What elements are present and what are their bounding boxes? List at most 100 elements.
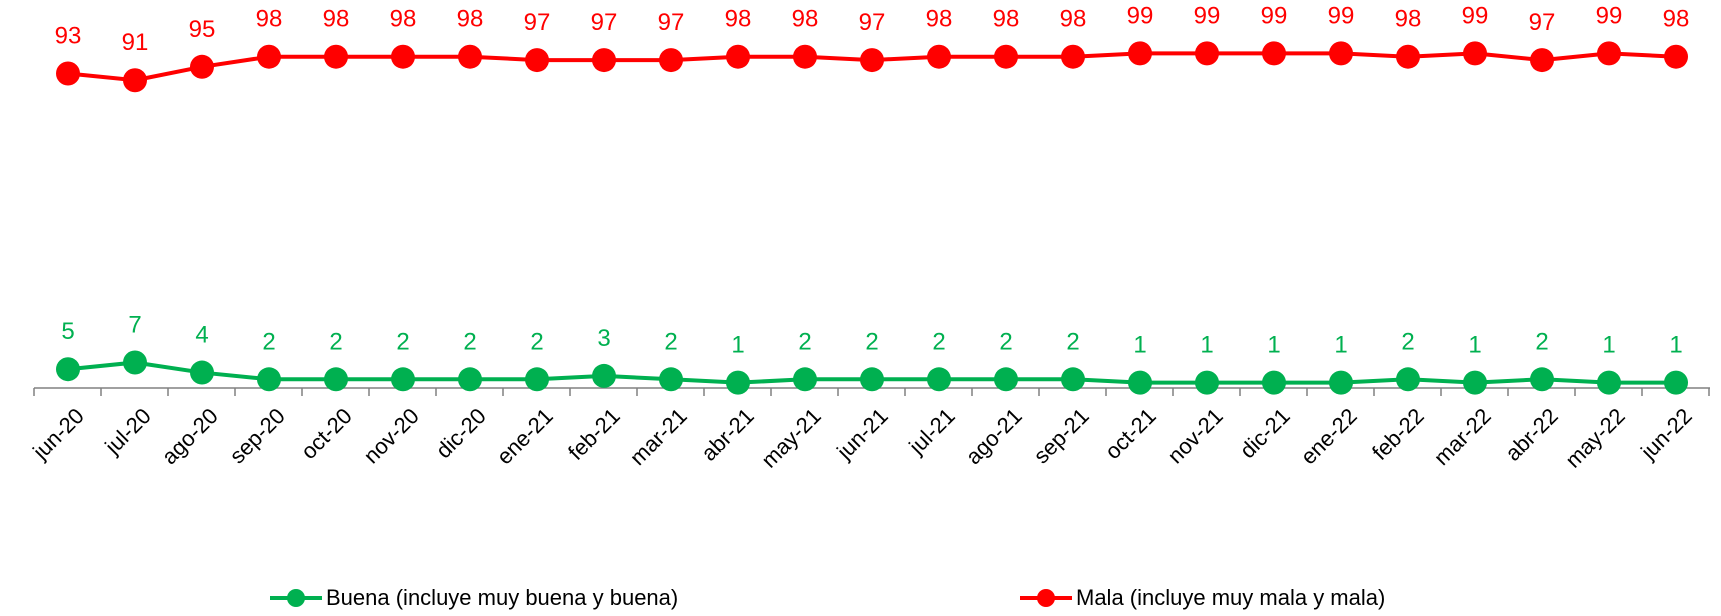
data-label: 2 — [262, 328, 275, 355]
data-label: 97 — [1529, 9, 1556, 36]
data-point — [123, 350, 147, 375]
data-label: 91 — [122, 29, 149, 56]
data-label: 98 — [792, 6, 819, 33]
data-point — [1664, 370, 1688, 395]
data-label: 99 — [1127, 2, 1154, 29]
data-point — [1463, 41, 1487, 66]
data-point — [1061, 44, 1085, 69]
x-tick-label: nov-21 — [1163, 403, 1228, 468]
data-label: 98 — [993, 6, 1020, 33]
data-label: 5 — [61, 318, 74, 345]
data-label: 99 — [1261, 2, 1288, 29]
data-point — [257, 44, 281, 69]
data-label: 1 — [1133, 332, 1146, 359]
data-label: 97 — [859, 9, 886, 36]
data-point — [1664, 44, 1688, 69]
data-point — [994, 44, 1018, 69]
x-tick-label: oct-20 — [296, 403, 357, 464]
data-label: 93 — [55, 23, 82, 50]
data-point — [860, 48, 884, 73]
x-tick-label: ene-22 — [1296, 403, 1362, 469]
data-label: 99 — [1462, 2, 1489, 29]
x-tick-label: jul-20 — [99, 403, 155, 459]
x-tick-label: may-22 — [1560, 403, 1630, 473]
x-tick-label: sep-20 — [225, 403, 290, 468]
legend-item-mala: Mala (incluye muy mala y mala) — [1020, 585, 1385, 611]
data-point — [1396, 367, 1420, 392]
data-label: 98 — [1395, 6, 1422, 33]
data-label: 98 — [1060, 6, 1087, 33]
x-tick-label: dic-20 — [431, 403, 491, 463]
legend-marker-buena — [270, 586, 322, 610]
x-axis-tick-labels: jun-20 jul-20 ago-20 sep-20 oct-20 nov-20 dic-… — [27, 403, 1697, 473]
data-point — [391, 367, 415, 392]
x-tick-label: ago-20 — [157, 403, 223, 469]
data-point — [190, 54, 214, 79]
data-point — [190, 360, 214, 385]
data-label: 2 — [530, 328, 543, 355]
data-point — [391, 44, 415, 69]
x-tick-label: nov-20 — [359, 403, 424, 468]
data-label: 95 — [189, 16, 216, 43]
data-point — [1597, 41, 1621, 66]
data-point — [525, 48, 549, 73]
data-point — [726, 370, 750, 395]
x-tick-label: feb-21 — [563, 403, 625, 465]
legend-marker-mala — [1020, 586, 1072, 610]
x-tick-label: may-21 — [756, 403, 826, 473]
data-label: 98 — [725, 6, 752, 33]
data-point — [1329, 41, 1353, 66]
data-label: 2 — [999, 328, 1012, 355]
x-tick-label: sep-21 — [1029, 403, 1094, 468]
data-point — [1530, 48, 1554, 73]
data-label: 2 — [396, 328, 409, 355]
data-point — [1396, 44, 1420, 69]
series-layer: 5 7 4 2 2 2 2 2 3 2 1 2 2 2 2 2 1 1 1 1 2 1 2 1 193 91 95 98 98 98 98 9… — [55, 2, 1689, 395]
data-label: 2 — [1535, 328, 1548, 355]
data-label: 97 — [658, 9, 685, 36]
x-axis-ticks — [33, 388, 1710, 396]
data-point — [56, 61, 80, 86]
data-point — [1195, 370, 1219, 395]
data-point — [1530, 367, 1554, 392]
data-point — [324, 44, 348, 69]
data-point — [1128, 370, 1152, 395]
data-label: 7 — [128, 311, 141, 338]
data-label: 1 — [731, 332, 744, 359]
data-label: 2 — [1401, 328, 1414, 355]
data-label: 1 — [1267, 332, 1280, 359]
data-label: 97 — [591, 9, 618, 36]
x-tick-label: mar-21 — [625, 403, 692, 470]
data-label: 98 — [390, 6, 417, 33]
legend-label-mala: Mala (incluye muy mala y mala) — [1076, 585, 1386, 610]
x-tick-label: feb-22 — [1367, 403, 1429, 465]
data-point — [1262, 41, 1286, 66]
x-tick-label: jul-21 — [903, 403, 959, 459]
data-point — [56, 357, 80, 382]
data-point — [592, 363, 616, 388]
x-tick-label: oct-21 — [1100, 403, 1161, 464]
series-mala: 93 91 95 98 98 98 98 97 97 97 98 98 97 98 98 98 99 99 99 99… — [55, 2, 1689, 93]
data-point — [659, 367, 683, 392]
x-tick-label: jun-22 — [1635, 403, 1697, 465]
data-point — [324, 367, 348, 392]
data-point — [659, 48, 683, 73]
x-tick-label: jun-20 — [27, 403, 89, 465]
data-point — [458, 44, 482, 69]
data-label: 1 — [1468, 332, 1481, 359]
data-point — [458, 367, 482, 392]
data-point — [793, 367, 817, 392]
data-label: 1 — [1334, 332, 1347, 359]
data-label: 2 — [798, 328, 811, 355]
x-tick-label: ago-21 — [961, 403, 1027, 469]
data-point — [123, 68, 147, 93]
x-tick-label: abr-22 — [1500, 403, 1563, 466]
data-point — [793, 44, 817, 69]
x-tick-label: dic-21 — [1235, 403, 1295, 463]
data-label: 98 — [457, 6, 484, 33]
data-point — [1128, 41, 1152, 66]
data-label: 99 — [1596, 2, 1623, 29]
data-label: 99 — [1328, 2, 1355, 29]
data-point — [1463, 370, 1487, 395]
